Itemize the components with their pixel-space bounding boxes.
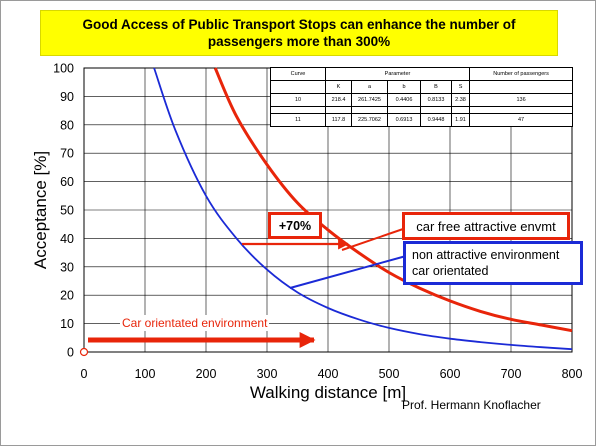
y-tick-label: 100 bbox=[53, 62, 74, 76]
plus70-callout: +70% bbox=[268, 212, 322, 239]
table-header-row: Curve Parameter Number of passengers bbox=[270, 67, 574, 81]
x-tick-label: 500 bbox=[379, 367, 400, 381]
header-passengers: Number of passengers bbox=[469, 67, 574, 81]
table-cell: 0.6913 bbox=[387, 113, 421, 127]
non-attractive-callout: non attractive environment car orientate… bbox=[403, 241, 583, 285]
table-cell: 0.8133 bbox=[420, 93, 452, 107]
y-tick-label: 60 bbox=[60, 175, 74, 189]
subheader-b: b bbox=[387, 80, 421, 94]
title-banner: Good Access of Public Transport Stops ca… bbox=[40, 10, 558, 56]
non-attractive-line-2: car orientated bbox=[412, 264, 489, 278]
y-tick-label: 20 bbox=[60, 289, 74, 303]
series-lines bbox=[153, 67, 573, 351]
carfree-pointer bbox=[341, 227, 407, 251]
x-tick-label: 300 bbox=[257, 367, 278, 381]
blue-acceptance-curve bbox=[153, 67, 573, 351]
table-subheader-row: K a b B S bbox=[270, 80, 574, 94]
y-tick-label: 10 bbox=[60, 317, 74, 331]
table-cell: 1.91 bbox=[450, 113, 471, 127]
y-tick-label: 30 bbox=[60, 260, 74, 274]
table-row: 10 218.4 261.7425 0.4406 0.8133 2.38 136 bbox=[270, 93, 574, 107]
table-cell: 225.7062 bbox=[351, 113, 388, 127]
table-cell: 218.4 bbox=[325, 93, 352, 107]
tick-labels: 0 100 200 300 400 500 600 700 800 0 10 20 30 40 50 60 70… bbox=[53, 62, 582, 382]
table-spacer-row bbox=[270, 106, 574, 114]
x-axis-label: Walking distance [m] bbox=[250, 383, 406, 402]
subheader-s: S bbox=[450, 80, 471, 94]
y-tick-label: 0 bbox=[67, 346, 74, 360]
y-tick-label: 50 bbox=[60, 204, 74, 218]
x-tick-label: 700 bbox=[501, 367, 522, 381]
car-free-callout: car free attractive envmt bbox=[402, 212, 570, 240]
non-attractive-line-1: non attractive environment bbox=[412, 248, 560, 262]
y-tick-label: 70 bbox=[60, 147, 74, 161]
red-acceptance-curve bbox=[213, 67, 573, 333]
table-cell: 261.7425 bbox=[351, 93, 388, 107]
table-cell: 47 bbox=[469, 113, 574, 127]
header-parameter: Parameter bbox=[324, 67, 471, 81]
x-tick-label: 200 bbox=[196, 367, 217, 381]
table-cell: 10 bbox=[270, 93, 326, 107]
car-orientated-label: Car orientated environment bbox=[120, 315, 270, 331]
parameter-table: Curve Parameter Number of passengers K a… bbox=[270, 67, 574, 127]
table-cell: 2.38 bbox=[450, 93, 471, 107]
nonattr-pointer bbox=[289, 255, 407, 289]
y-tick-label: 90 bbox=[60, 90, 74, 104]
subheader-k: K bbox=[325, 80, 352, 94]
subheader-B: B bbox=[420, 80, 452, 94]
x-tick-label: 800 bbox=[562, 367, 583, 381]
table-cell: 11 bbox=[270, 113, 326, 127]
x-tick-label: 600 bbox=[440, 367, 461, 381]
x-tick-label: 400 bbox=[318, 367, 339, 381]
origin-marker bbox=[79, 347, 89, 357]
table-cell: 117.8 bbox=[325, 113, 352, 127]
table-cell: 0.9448 bbox=[420, 113, 452, 127]
table-cell: 136 bbox=[469, 93, 574, 107]
y-tick-label: 40 bbox=[60, 232, 74, 246]
x-tick-label: 0 bbox=[81, 367, 88, 381]
annotation-arrows bbox=[79, 227, 407, 357]
title-line-2: passengers more than 300% bbox=[207, 34, 391, 49]
x-tick-label: 100 bbox=[135, 367, 156, 381]
title-line-1: Good Access of Public Transport Stops ca… bbox=[82, 17, 516, 32]
header-curve: Curve bbox=[270, 67, 326, 81]
table-row: 11 117.8 225.7062 0.6913 0.9448 1.91 47 bbox=[270, 113, 574, 127]
author-credit: Prof. Hermann Knoflacher bbox=[402, 398, 541, 412]
y-axis-label: Acceptance [%] bbox=[31, 151, 50, 269]
y-tick-label: 80 bbox=[60, 118, 74, 132]
table-cell: 0.4406 bbox=[387, 93, 421, 107]
subheader-a: a bbox=[351, 80, 388, 94]
